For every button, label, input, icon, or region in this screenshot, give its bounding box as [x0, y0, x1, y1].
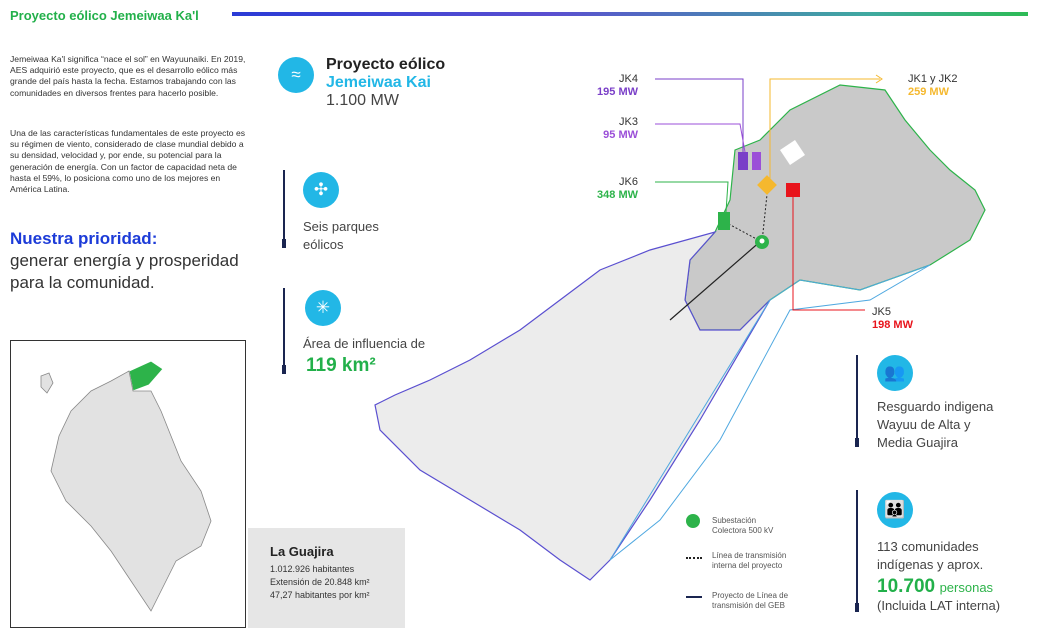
priority-block: Nuestra prioridad: generar energía y pros… [10, 228, 250, 294]
legend-substation: Subestación Colectora 500 kV [712, 516, 774, 535]
communities-count: 10.700 personas [877, 576, 994, 597]
priority-text: generar energía y prosperidad para la co… [10, 251, 239, 292]
park-jk6: JK6 348 MW [597, 176, 638, 201]
solid-line-icon [686, 596, 702, 598]
parks-text: Seis parques eólicos [303, 219, 379, 252]
legend-geb-line: Proyecto de Línea de transmisión del GEB [712, 591, 789, 610]
legend-internal-line: Línea de transmisión interna del proyect… [712, 551, 787, 570]
resguardo-text: Resguardo indigena Wayuu de Alta y Media… [877, 399, 994, 450]
intro-paragraph-2: Una de las características fundamentales… [10, 128, 246, 195]
guajira-population: 1.012.926 habitantes [270, 564, 355, 574]
project-title: Proyecto eólico Jemeiwaa Kai 1.100 MW [326, 56, 445, 110]
guajira-title: La Guajira [270, 544, 334, 559]
community-icon: 👪 [877, 492, 913, 528]
project-title-line2: Jemeiwaa Kai [326, 74, 431, 91]
substation-pin-icon [686, 514, 700, 528]
project-capacity: 1.100 MW [326, 92, 399, 109]
divider-bar [855, 490, 859, 612]
park-jk3: JK3 95 MW [603, 116, 638, 141]
park-jk4: JK4 195 MW [597, 73, 638, 98]
park-jk1-jk2: JK1 y JK2 259 MW [908, 73, 958, 98]
intro-paragraph-1: Jemeiwaa Ka'l significa “nace el sol” en… [10, 54, 246, 98]
communities-text: 113 comunidades indígenas y aprox. [877, 539, 984, 572]
dotted-line-icon [686, 557, 702, 559]
divider-bar [282, 170, 286, 248]
colombia-map [10, 340, 246, 628]
people-icon: 👥 [877, 355, 913, 391]
guajira-extension: Extensión de 20.848 km² [270, 577, 370, 587]
divider-bar [855, 355, 859, 447]
wind-blade-icon: ≈ [278, 57, 314, 93]
wind-turbine-icon: ✣ [303, 172, 339, 208]
area-value: 119 km² [306, 355, 376, 376]
guajira-map [374, 74, 986, 581]
divider-bar [282, 288, 286, 374]
guajira-density: 47,27 habitantes por km² [270, 590, 370, 600]
page-title: Proyecto eólico Jemeiwaa Ka'l [10, 8, 199, 23]
project-title-line1: Proyecto eólico [326, 56, 446, 73]
la-guajira-info: La Guajira 1.012.926 habitantes Extensió… [248, 528, 405, 628]
park-jk5: JK5 198 MW [872, 306, 913, 331]
header-divider [232, 12, 1028, 16]
priority-heading: Nuestra prioridad: [10, 229, 158, 248]
communities-note: (Incluida LAT interna) [877, 598, 1001, 613]
area-arrows-icon: ✳ [305, 290, 341, 326]
area-label: Área de influencia de [303, 336, 426, 351]
